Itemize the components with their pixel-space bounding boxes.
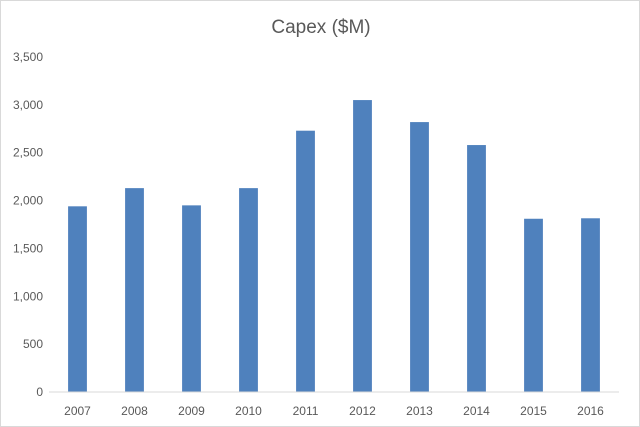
x-tick-label: 2009 bbox=[178, 404, 205, 418]
bar-2007 bbox=[68, 206, 87, 392]
bar-2008 bbox=[125, 188, 144, 392]
bar-2011 bbox=[296, 130, 315, 392]
y-tick-label: 1,500 bbox=[13, 241, 43, 255]
bar-2009 bbox=[182, 205, 201, 392]
x-tick-label: 2014 bbox=[463, 404, 490, 418]
bar-2015 bbox=[524, 218, 543, 392]
bar-series bbox=[68, 100, 600, 393]
bar-2014 bbox=[467, 145, 486, 392]
x-axis-tick-labels: 2007 2008 2009 2010 2011 2012 2013 2014 2015 2016 bbox=[64, 404, 604, 418]
y-tick-label: 2,000 bbox=[13, 194, 43, 208]
x-tick-label: 2016 bbox=[577, 404, 604, 418]
x-tick-label: 2012 bbox=[349, 404, 376, 418]
x-tick-label: 2008 bbox=[121, 404, 148, 418]
x-tick-label: 2010 bbox=[235, 404, 262, 418]
bar-2012 bbox=[353, 100, 372, 393]
x-tick-label: 2013 bbox=[406, 404, 433, 418]
y-tick-label: 2,500 bbox=[13, 146, 43, 160]
x-tick-label: 2011 bbox=[293, 404, 319, 418]
y-tick-label: 3,000 bbox=[13, 98, 43, 112]
bar-2013 bbox=[410, 122, 429, 392]
y-tick-label: 1,000 bbox=[13, 289, 43, 303]
y-tick-label: 0 bbox=[36, 385, 43, 399]
bar-2016 bbox=[581, 218, 600, 392]
y-axis-tick-labels: 0 500 1,000 1,500 2,000 2,500 3,000 3,500 bbox=[13, 50, 43, 399]
y-tick-label: 500 bbox=[23, 337, 43, 351]
y-tick-label: 3,500 bbox=[13, 50, 43, 64]
bar-2010 bbox=[239, 188, 258, 392]
chart-title: Capex ($M) bbox=[271, 17, 370, 38]
x-tick-label: 2015 bbox=[520, 404, 547, 418]
x-tick-label: 2007 bbox=[64, 404, 91, 418]
